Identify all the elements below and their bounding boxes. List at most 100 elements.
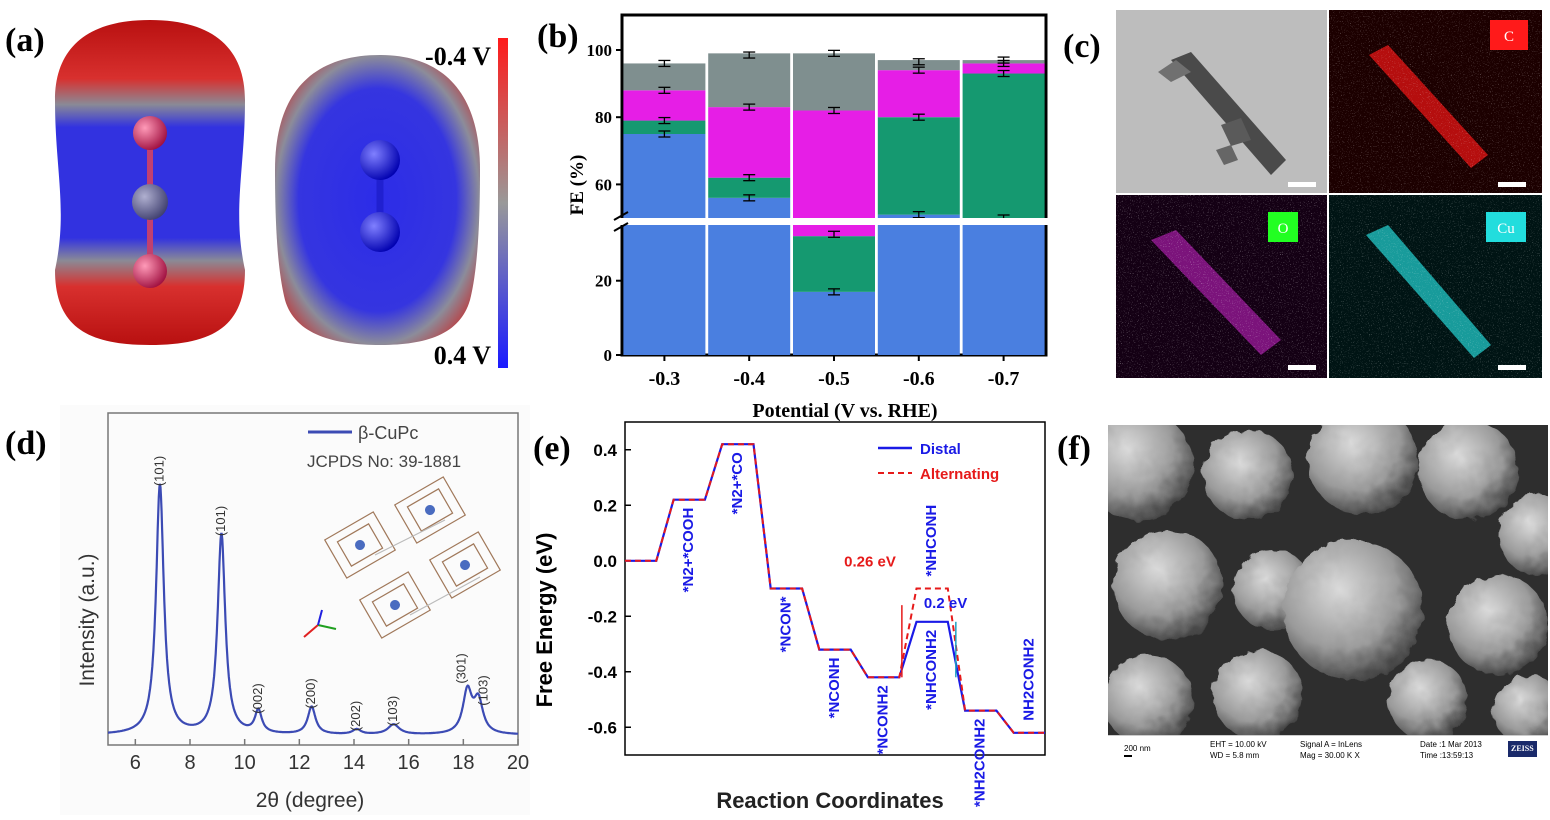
x-tick-label: -0.5 — [818, 368, 850, 390]
panel-b-fe-chart: FE (%) Potential (V vs. RHE) -0.3 -0.4 -0.… — [567, 13, 1048, 422]
peak-label: (103) — [475, 675, 490, 705]
colorbar-top-label: -0.4 V — [425, 42, 491, 71]
y-tick-label: 0.2 — [593, 496, 617, 515]
fe-bar-segment — [623, 120, 706, 134]
chart-e-xlabel: Reaction Coordinates — [716, 788, 943, 813]
crystal-structure-inset — [323, 476, 502, 639]
element-label-o: O — [1278, 221, 1289, 237]
panel-c-eds-maps: C O Cu — [1116, 10, 1542, 378]
axis-triad — [303, 609, 337, 638]
fe-bar-segment — [962, 73, 1045, 219]
carbon-atom — [132, 184, 168, 220]
peak-label: (002) — [250, 683, 265, 713]
fe-bar-segment — [793, 53, 875, 111]
alternating-pathway-line — [625, 443, 1045, 734]
panel-label-e: (e) — [533, 430, 571, 467]
peak-label: (101) — [151, 456, 166, 486]
x-tick-label: 14 — [343, 752, 365, 774]
element-label-box — [1486, 212, 1526, 242]
panel-a-esp-maps: -0.4 V 0.4 V — [55, 20, 508, 370]
x-tick-label: 20 — [507, 752, 529, 774]
zeiss-logo: ZEISS — [1508, 741, 1537, 757]
x-tick-label: 10 — [234, 752, 256, 774]
particle — [1308, 425, 1418, 515]
x-tick-label: 18 — [452, 752, 474, 774]
sem-scale-bar — [1124, 755, 1132, 757]
element-label-cu: Cu — [1497, 221, 1515, 237]
x-tick-label: 8 — [184, 752, 195, 774]
y-tick-label: 60 — [595, 175, 612, 194]
step-label: *NCONH — [826, 658, 843, 719]
sem-date: Date :1 Mar 2013 — [1420, 740, 1482, 749]
panel-label-c: (c) — [1063, 28, 1101, 65]
peak-label: (103) — [385, 696, 400, 726]
x-tick-label: 12 — [288, 752, 310, 774]
element-label-box — [1268, 212, 1298, 242]
chart-e-ylabel: Free Energy (eV) — [532, 533, 557, 708]
particle — [1418, 425, 1518, 520]
legend-jcpds: JCPDS No: 39-1881 — [307, 452, 461, 471]
sem-signal: Signal A = InLens — [1300, 740, 1363, 749]
step-label: *NCON* — [777, 596, 794, 652]
step-label: *NHCONH2 — [923, 630, 940, 710]
step-label: NH2CONH2 — [1020, 638, 1037, 721]
y-tick-label: -0.4 — [588, 663, 618, 682]
y-tick-label: 80 — [595, 108, 612, 127]
fe-bar-segment — [877, 70, 960, 118]
xrd-pattern-line — [108, 483, 519, 735]
fe-bar-segment — [962, 63, 1045, 74]
peak-label: (202) — [348, 701, 363, 731]
barrier-label-distal: 0.2 eV — [924, 595, 967, 612]
x-tick-label: 6 — [130, 752, 141, 774]
y-tick-label: 0.0 — [593, 552, 617, 571]
step-label: *NCONH2 — [875, 685, 892, 754]
chart-b-ylabel: FE (%) — [567, 155, 588, 216]
y-tick-label: 0 — [604, 346, 613, 365]
peak-label: (101) — [213, 506, 228, 536]
step-label: *N2+*COOH — [680, 508, 697, 593]
x-tick-label: -0.4 — [733, 368, 765, 390]
step-label: *N2+*CO — [729, 452, 746, 514]
legend-label-distal: Distal — [920, 441, 961, 458]
oxygen-atom — [133, 254, 167, 288]
step-label: *NHCONH — [923, 505, 940, 577]
axis-break-gap — [616, 218, 1048, 225]
peak-label: (301) — [453, 653, 468, 683]
particle — [1448, 575, 1548, 675]
sem-info-bar — [1108, 735, 1548, 768]
fe-bar-segment — [623, 90, 706, 121]
axis-break-mark — [613, 211, 629, 221]
fe-bar-segment — [793, 236, 875, 292]
fe-bar-segment — [793, 291, 875, 355]
legend-label-alternating: Alternating — [920, 466, 999, 483]
fe-bar-segment — [708, 107, 791, 178]
fe-bar-segment — [623, 134, 706, 355]
particle — [1498, 495, 1548, 575]
barrier-label-alternating: 0.26 eV — [844, 553, 896, 570]
sem-eht: EHT = 10.00 kV — [1210, 740, 1267, 749]
sem-wd: WD = 5.8 mm — [1210, 751, 1260, 760]
plot-frame — [624, 421, 1046, 756]
scale-bar — [1498, 365, 1526, 370]
element-label-box — [1490, 20, 1528, 50]
y-tick-label: 0.4 — [593, 441, 617, 460]
particle — [1213, 650, 1303, 735]
fe-bar-segment — [708, 53, 791, 108]
fe-bar-segment — [962, 218, 1045, 355]
nanorod-tem — [1158, 52, 1286, 175]
particle — [1493, 675, 1548, 735]
panel-f-sem-image — [1108, 425, 1548, 735]
particle — [1203, 430, 1293, 520]
particle — [1108, 425, 1193, 520]
chart-d-ylabel: Intensity (a.u.) — [76, 553, 99, 686]
sem-time: Time :13:59:13 — [1420, 751, 1474, 760]
legend-series-name: β-CuPc — [358, 423, 418, 443]
panel-e-free-energy-chart: Free Energy (eV) Reaction Coordinates -0… — [532, 421, 1046, 813]
x-tick-label: -0.6 — [903, 368, 935, 390]
element-label-c: C — [1504, 29, 1514, 45]
potential-colorbar — [498, 38, 508, 368]
panel-label-b: (b) — [537, 18, 579, 55]
x-tick-label: -0.7 — [988, 368, 1020, 390]
fe-bar-segment — [708, 177, 791, 198]
oxygen-atom — [133, 116, 167, 150]
